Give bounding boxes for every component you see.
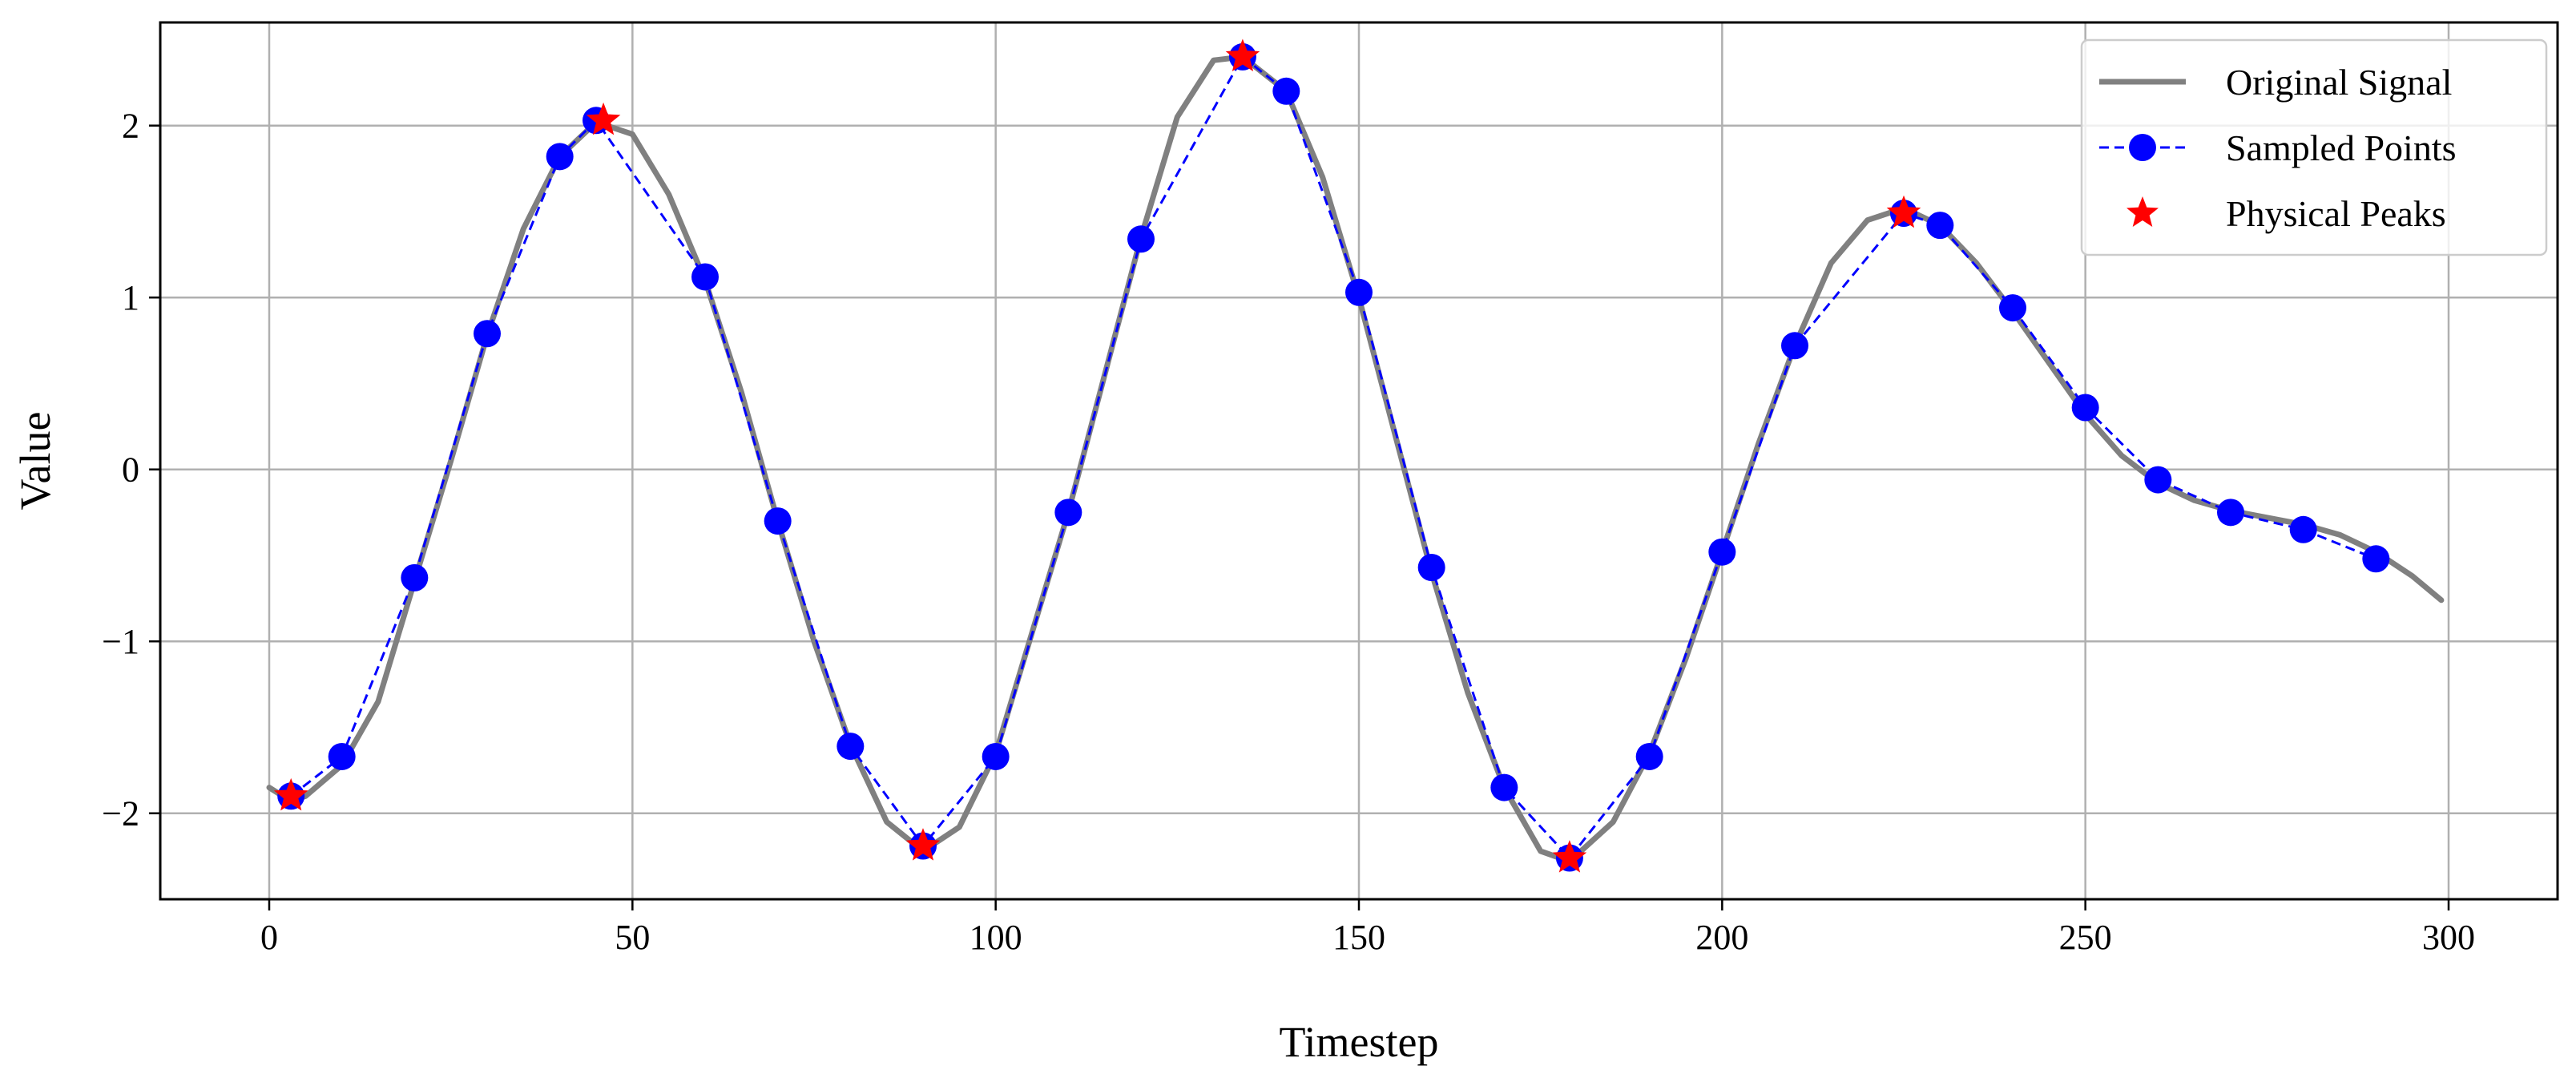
- legend-sampled-points-marker: [2129, 134, 2156, 161]
- y-tick-label: 1: [122, 278, 139, 317]
- sampled-points-line: [290, 54, 2376, 860]
- x-tick-label: 200: [1695, 918, 1748, 957]
- legend: Original Signal Sampled Points Physical Pe…: [2080, 38, 2548, 256]
- physical-peak-marker: [905, 828, 941, 861]
- x-tick-label: 300: [2422, 918, 2475, 957]
- y-tick-label: 2: [122, 107, 139, 146]
- x-tick-label: 0: [260, 918, 278, 957]
- sampled-point: [1999, 294, 2026, 322]
- sampled-point: [1926, 212, 1954, 240]
- sampled-point: [2362, 545, 2390, 573]
- sampled-point: [764, 507, 792, 535]
- sampled-point: [836, 733, 865, 761]
- x-axis-title: Timestep: [1279, 1018, 1438, 1066]
- sampled-point: [2217, 499, 2244, 527]
- sampled-point: [474, 320, 501, 348]
- sampled-point: [1635, 742, 1663, 770]
- sampled-point: [2144, 466, 2172, 494]
- sampled-point: [1345, 278, 1373, 306]
- x-tick-label: 150: [1332, 918, 1385, 957]
- sampled-point: [1054, 499, 1082, 527]
- legend-physical-peaks-label: Physical Peaks: [2226, 193, 2446, 234]
- y-tick-label: −1: [102, 622, 139, 661]
- sampled-point: [2289, 515, 2317, 543]
- x-tick-label: 250: [2059, 918, 2112, 957]
- sampled-point: [1781, 332, 1808, 360]
- y-tick-label: 0: [122, 450, 139, 490]
- physical-peak-marker: [1225, 38, 1260, 72]
- sampled-point: [1708, 538, 1736, 566]
- legend-original-signal-label: Original Signal: [2226, 62, 2452, 103]
- legend-physical-peaks-marker: [2127, 196, 2159, 227]
- y-tick-label: −2: [102, 794, 139, 834]
- physical-peak-marker: [1886, 195, 1921, 228]
- sampled-point: [982, 742, 1010, 770]
- x-tick-label: 100: [970, 918, 1022, 957]
- physical-peak-marker: [273, 777, 308, 811]
- legend-box: [2080, 38, 2548, 256]
- ticks: 0 50 100 150 200 250 300 −2 −1 0 1 2: [102, 107, 2475, 957]
- sampled-point: [2071, 394, 2099, 422]
- sampled-point: [546, 143, 574, 171]
- sampled-point: [1127, 225, 1155, 253]
- sampled-point: [691, 263, 719, 291]
- legend-sampled-points-label: Sampled Points: [2226, 127, 2457, 168]
- physical-peak-marker: [1552, 840, 1587, 873]
- x-tick-label: 50: [615, 918, 650, 957]
- sampled-point: [328, 742, 356, 770]
- sampled-point: [401, 563, 429, 591]
- physical-peak-marker: [586, 102, 621, 135]
- y-axis-title: Value: [11, 412, 59, 511]
- sampled-point: [1417, 553, 1445, 581]
- sampled-point: [1272, 77, 1300, 105]
- series-layer: [266, 38, 2445, 873]
- sampled-point: [1490, 773, 1518, 801]
